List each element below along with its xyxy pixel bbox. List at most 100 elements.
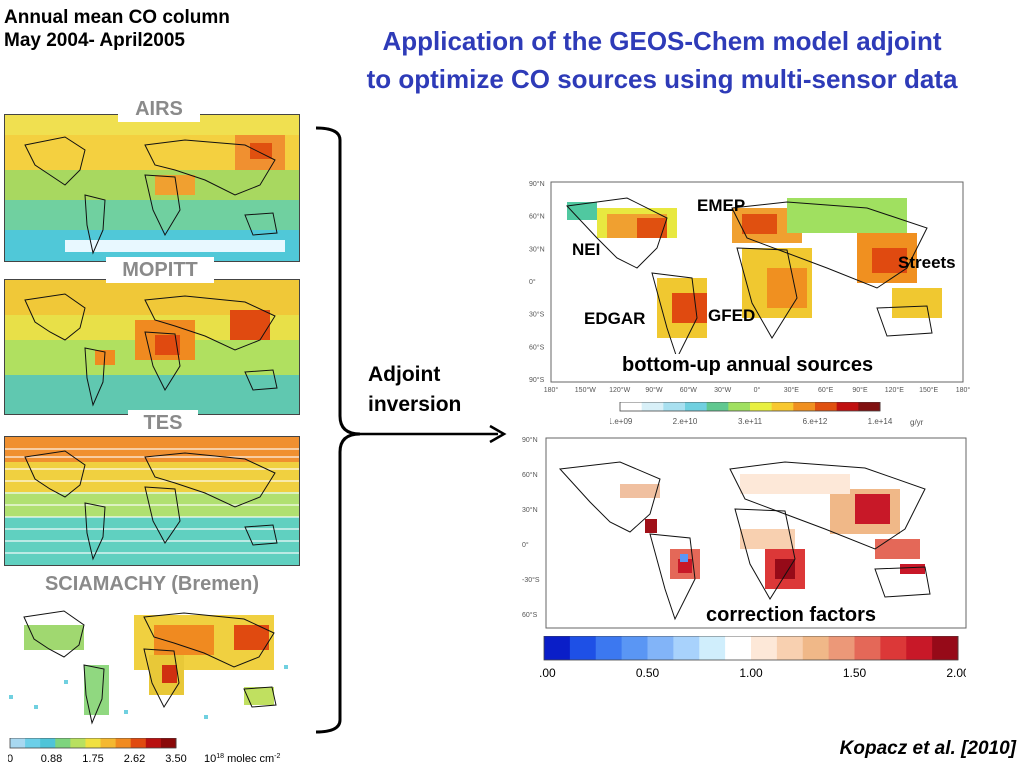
correction-colorbar-tick: 1.00: [739, 666, 763, 680]
sources-lat-tick: 60°S: [529, 343, 545, 351]
arrow-label: Adjoint inversion: [368, 360, 461, 420]
correction-lat-tick: 60°S: [522, 611, 538, 619]
correction-caption: correction factors: [702, 604, 881, 627]
label-emep: EMEP: [697, 196, 746, 215]
correction-colorbar-block: [854, 636, 881, 660]
sciamachy-map: [4, 595, 300, 735]
header-line-1: Annual mean CO column: [4, 7, 230, 28]
sources-colorbar-block-frame: [619, 402, 881, 412]
left-colorbar-unit: 1018 molec cm-2: [204, 753, 281, 765]
left-colorbar-block: [145, 738, 162, 748]
citation: Kopacz et al. [2010]: [839, 738, 1016, 759]
label-nei: NEI: [572, 240, 601, 259]
sources-lat-tick: 30°S: [529, 311, 545, 319]
left-colorbar-tick: 1.75: [82, 753, 103, 765]
sources-lon-tick: 30°E: [784, 386, 800, 394]
correction-lat-tick: 0°: [522, 541, 529, 549]
sources-lon-tick: 90°E: [852, 386, 868, 394]
left-colorbar-block: [10, 738, 26, 748]
sources-lon-tick: 120°W: [609, 386, 630, 394]
left-colorbar-block-frame: [9, 738, 177, 749]
correction-colorbar-tick: 2.00: [946, 666, 966, 680]
sources-colorbar-block: [815, 402, 838, 411]
mopitt-label: MOPITT: [106, 257, 214, 283]
sources-colorbar-tick: 2.e+10: [673, 417, 698, 426]
sources-lat-tick: 60°N: [529, 213, 545, 221]
label-streets: Streets: [898, 253, 956, 272]
correction-lat-tick: -30°S: [522, 576, 540, 584]
correction-colorbar-block: [880, 636, 907, 660]
sources-colorbar-tick: 1.e+14: [868, 417, 893, 426]
title-line-1: Application of the GEOS-Chem model adjoi…: [382, 26, 942, 56]
sources-lat-tick: 0°: [529, 278, 536, 286]
left-colorbar-tick: 2.62: [124, 753, 145, 765]
sciamachy-panel: [4, 595, 300, 735]
sources-colorbar-block: [641, 402, 664, 411]
sources-lon-tick: 150°W: [575, 386, 596, 394]
airs-panel: [4, 114, 300, 262]
left-colorbar-block: [40, 738, 56, 748]
arrow-label-line-2: inversion: [368, 393, 462, 416]
sources-colorbar-block: [836, 402, 859, 411]
sources-colorbar-unit: g/yr: [910, 418, 924, 427]
correction-colorbar-tick: 0.00: [540, 666, 556, 680]
sources-lon-tick: 0°: [754, 386, 761, 394]
left-colorbar-block: [130, 738, 147, 748]
sources-lon-tick: 120°E: [885, 386, 904, 394]
sources-colorbar-tick: 1.e+09: [610, 417, 633, 426]
sources-lon-tick: 90°W: [645, 386, 663, 394]
sources-lon-tick: 180°: [956, 386, 971, 394]
left-colorbar-block: [55, 738, 71, 748]
sources-lon-tick: 60°E: [818, 386, 834, 394]
left-colorbar-tick: 3.50: [165, 753, 186, 765]
left-colorbar-block: [25, 738, 41, 748]
header-text: Annual mean CO column May 2004- April200…: [4, 6, 230, 52]
sources-colorbar-block: [706, 402, 729, 411]
sources-colorbar-tick: 6.e+12: [803, 417, 828, 426]
sources-colorbar-block: [620, 402, 643, 411]
correction-lat-tick: 60°N: [522, 471, 538, 479]
arrow-head-icon: [489, 424, 507, 444]
sources-lon-tick: 180°: [544, 386, 559, 394]
correction-colorbar-block: [544, 636, 571, 660]
correction-colorbar-block: [802, 636, 830, 660]
sources-caption: bottom-up annual sources: [618, 354, 878, 377]
correction-colorbar-block: [776, 636, 804, 660]
label-gfed: GFED: [708, 306, 756, 325]
correction-colorbar: 0.00 0.50 1.00 1.50 2.00: [540, 636, 966, 680]
sources-colorbar-block: [793, 402, 816, 411]
correction-colorbar-block: [621, 636, 648, 660]
correction-lat-tick: 90°N: [522, 436, 538, 444]
correction-colorbar-block: [595, 636, 623, 660]
title-line-2: to optimize CO sources using multi-senso…: [366, 64, 958, 94]
sources-lat-tick: 30°N: [529, 245, 545, 253]
correction-colorbar-block: [828, 636, 855, 660]
mopitt-map: [5, 280, 299, 414]
correction-colorbar-tick: 1.50: [843, 666, 867, 680]
sources-colorbar-block: [858, 402, 881, 411]
correction-colorbar-block: [569, 636, 597, 660]
tes-panel: [4, 436, 300, 566]
airs-map: [5, 115, 299, 261]
page-title: Application of the GEOS-Chem model adjoi…: [300, 22, 1024, 98]
sources-colorbar-block: [728, 402, 751, 411]
sources-map-panel: 90°N 60°N 30°N 0° 30°S 60°S 90°S 180° 150°W 120°…: [527, 178, 975, 398]
sources-lon-tick: 60°W: [680, 386, 698, 394]
correction-colorbar-tick: 0.50: [636, 666, 660, 680]
sources-colorbar-block: [750, 402, 773, 411]
correction-colorbar-block: [647, 636, 674, 660]
correction-map: 90°N 60°N 30°N 0° -30°S 60°S: [522, 436, 967, 629]
correction-colorbar-block: [725, 636, 752, 660]
sources-map: 90°N 60°N 30°N 0° 30°S 60°S 90°S 180° 150°W 120°…: [529, 180, 971, 394]
correction-colorbar-block: [751, 636, 778, 660]
left-colorbar-block: [70, 738, 86, 748]
sources-colorbar-block: [771, 402, 794, 411]
sources-colorbar: 1.e+09 2.e+10 3.e+11 6.e+12 1.e+14 g/yr: [610, 402, 924, 427]
left-colorbar-block: [160, 738, 177, 748]
tes-map: [5, 437, 299, 565]
mopitt-panel: [4, 279, 300, 415]
sources-lon-tick: 150°E: [919, 386, 938, 394]
correction-colorbar-block: [673, 636, 700, 660]
correction-colorbar-block: [906, 636, 933, 660]
sources-lon-tick: 30°W: [714, 386, 732, 394]
